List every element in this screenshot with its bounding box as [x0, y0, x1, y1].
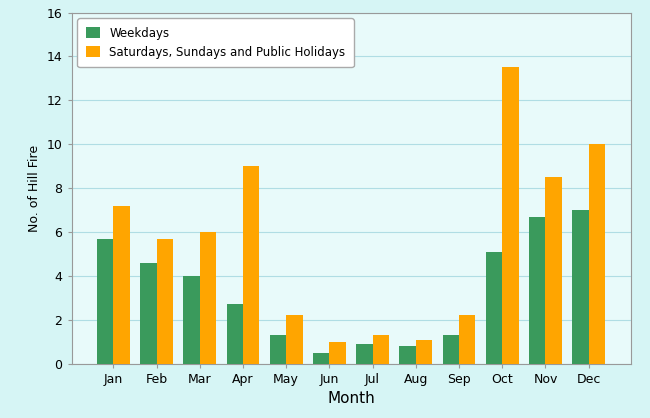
Bar — [589, 144, 605, 364]
Bar — [399, 346, 416, 364]
Bar — [243, 166, 259, 364]
Bar — [270, 335, 286, 364]
Bar — [157, 239, 173, 364]
Bar — [459, 315, 475, 364]
Bar — [545, 177, 562, 364]
Bar — [356, 344, 372, 364]
Bar — [330, 342, 346, 364]
Bar — [443, 335, 459, 364]
Bar — [313, 353, 330, 364]
Bar — [227, 304, 243, 364]
Bar — [286, 315, 303, 364]
Bar — [200, 232, 216, 364]
Bar — [502, 67, 519, 364]
Bar — [572, 210, 589, 364]
Y-axis label: No. of Hill Fire: No. of Hill Fire — [28, 145, 41, 232]
Bar — [183, 276, 200, 364]
Bar — [529, 217, 545, 364]
Legend: Weekdays, Saturdays, Sundays and Public Holidays: Weekdays, Saturdays, Sundays and Public … — [77, 18, 354, 67]
Bar — [113, 206, 130, 364]
Bar — [486, 252, 502, 364]
Bar — [97, 239, 113, 364]
Bar — [416, 339, 432, 364]
Bar — [372, 335, 389, 364]
X-axis label: Month: Month — [327, 391, 375, 406]
Bar — [140, 263, 157, 364]
